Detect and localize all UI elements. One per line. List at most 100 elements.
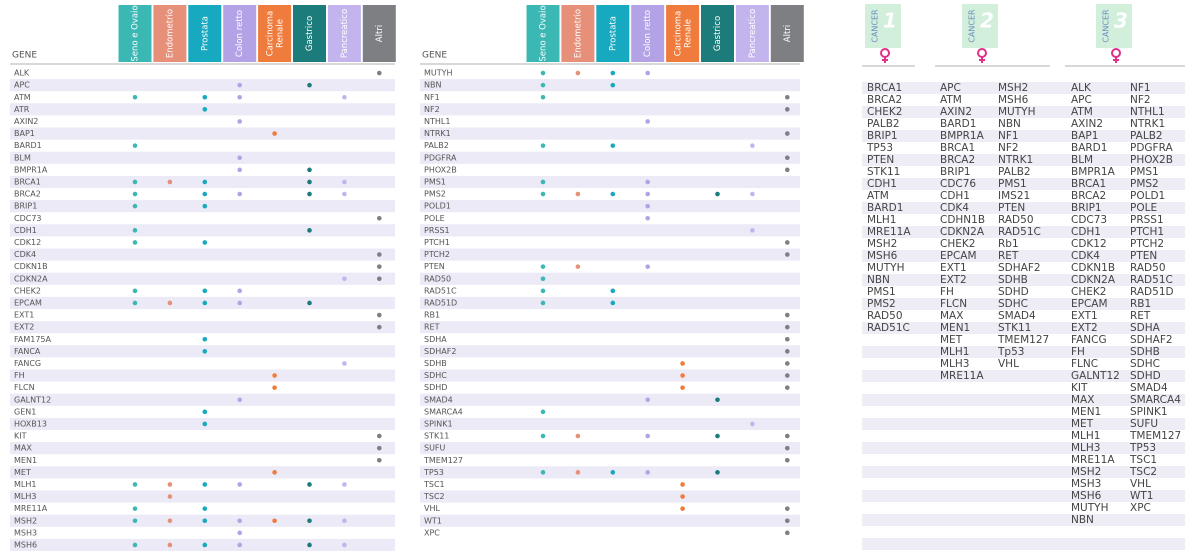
row-stripe <box>862 322 1185 334</box>
dot <box>237 82 242 88</box>
dot <box>785 457 790 463</box>
gene-name: XPC <box>424 528 440 537</box>
panel-gene: RAD51D <box>1130 286 1174 298</box>
panel-gene: SUFU <box>1130 418 1158 430</box>
gene-name: AXIN2 <box>14 117 38 126</box>
panel-gene: POLE <box>1130 202 1157 214</box>
panel-gene: BMPR1A <box>940 130 985 142</box>
dot <box>167 179 173 185</box>
panel-gene: NF1 <box>998 130 1019 142</box>
dot <box>167 494 173 499</box>
row-stripe <box>10 393 395 406</box>
dot <box>680 361 685 366</box>
gene-name: RAD50 <box>424 274 451 283</box>
dot <box>167 542 173 548</box>
row-stripe <box>10 200 395 213</box>
gene-name: RB1 <box>424 311 440 320</box>
row-stripe <box>862 250 1185 262</box>
dot <box>540 288 546 294</box>
panel-gene: CDHN1B <box>940 214 985 226</box>
dot <box>202 542 208 548</box>
panel-gene: POLD1 <box>1130 190 1165 202</box>
dot <box>377 457 382 463</box>
panel-gene: PMS2 <box>867 298 896 310</box>
row-stripe <box>862 298 1185 310</box>
panel-gene: AXIN2 <box>940 106 972 118</box>
dot <box>202 240 208 245</box>
gene-name: TP53 <box>423 468 444 477</box>
gene-name: POLD1 <box>424 202 451 211</box>
gene-name: BMPR1A <box>14 165 48 174</box>
dot <box>132 506 138 511</box>
panel-gene: MRE11A <box>940 370 984 382</box>
panel-gene: CHEK2 <box>940 238 975 250</box>
gene-name: CHEK2 <box>14 286 41 295</box>
row-stripe <box>420 224 800 237</box>
logo-number: 3 <box>1114 9 1128 33</box>
panel-gene: CDC73 <box>1071 214 1107 226</box>
panel-gene: SDHB <box>1130 346 1160 358</box>
row-stripe <box>420 345 800 358</box>
column-header <box>526 5 560 62</box>
dot <box>715 191 720 197</box>
dot <box>342 191 347 197</box>
panel-gene: EXT1 <box>1071 310 1098 322</box>
dot <box>202 191 208 197</box>
dot <box>785 506 790 511</box>
dot <box>307 482 312 487</box>
panel-gene: PMS1 <box>998 178 1027 190</box>
column-header <box>735 5 769 62</box>
panel-gene: KIT <box>1071 382 1088 394</box>
gene-name: SUFU <box>424 444 446 453</box>
dot <box>272 518 277 524</box>
gene-name: CDK4 <box>14 250 36 259</box>
gene-name: FAM175A <box>14 335 52 344</box>
dot <box>132 191 138 197</box>
panel-gene: RB1 <box>1130 298 1151 310</box>
panel-gene: PMS2 <box>1130 178 1159 190</box>
gene-name: FANCA <box>14 347 41 356</box>
dot <box>540 470 546 475</box>
dot <box>540 70 546 76</box>
dot <box>540 143 546 148</box>
panel-gene: EPCAM <box>940 250 977 262</box>
dot <box>377 276 382 282</box>
gene-name: NF2 <box>424 105 440 114</box>
row-stripe <box>10 345 395 358</box>
row-stripe <box>10 538 395 551</box>
dot <box>342 179 347 185</box>
panel-gene: SDHC <box>998 298 1028 310</box>
gene-name: CDH1 <box>14 226 37 235</box>
panel-gene: FLCN <box>940 298 967 310</box>
panel-gene: BAP1 <box>1071 130 1098 142</box>
column-label: CarcinomaRenale <box>673 11 693 57</box>
row-stripe <box>862 442 1185 454</box>
dot <box>750 228 755 233</box>
gene-name: SDHA <box>424 335 447 344</box>
row-stripe <box>420 79 800 92</box>
column-label: Altri <box>375 25 385 42</box>
row-stripe <box>862 538 1185 550</box>
gene-name: SDHAF2 <box>424 347 456 356</box>
table-header: GENE <box>422 51 447 61</box>
gene-name: ALK <box>14 69 30 78</box>
panel-gene: PTEN <box>867 154 894 166</box>
gene-name: STK11 <box>424 432 449 441</box>
dot <box>202 203 208 209</box>
gene-name: BARD1 <box>14 141 42 150</box>
gene-name: RAD51C <box>424 286 457 295</box>
panel-gene: SDHA <box>1130 322 1161 334</box>
dot <box>202 94 208 100</box>
gene-name: PRSS1 <box>424 226 450 235</box>
dot <box>645 433 650 439</box>
column-header <box>188 5 222 62</box>
dot <box>785 131 790 136</box>
panel-gene: RET <box>998 250 1019 262</box>
logo-box <box>865 4 901 48</box>
panel-gene: BRCA2 <box>940 154 975 166</box>
row-stripe <box>10 514 395 527</box>
panel-gene: CHEK2 <box>1071 286 1106 298</box>
gene-name: SMAD4 <box>424 395 453 404</box>
panel-gene: PALB2 <box>867 118 900 130</box>
row-stripe <box>420 200 800 213</box>
